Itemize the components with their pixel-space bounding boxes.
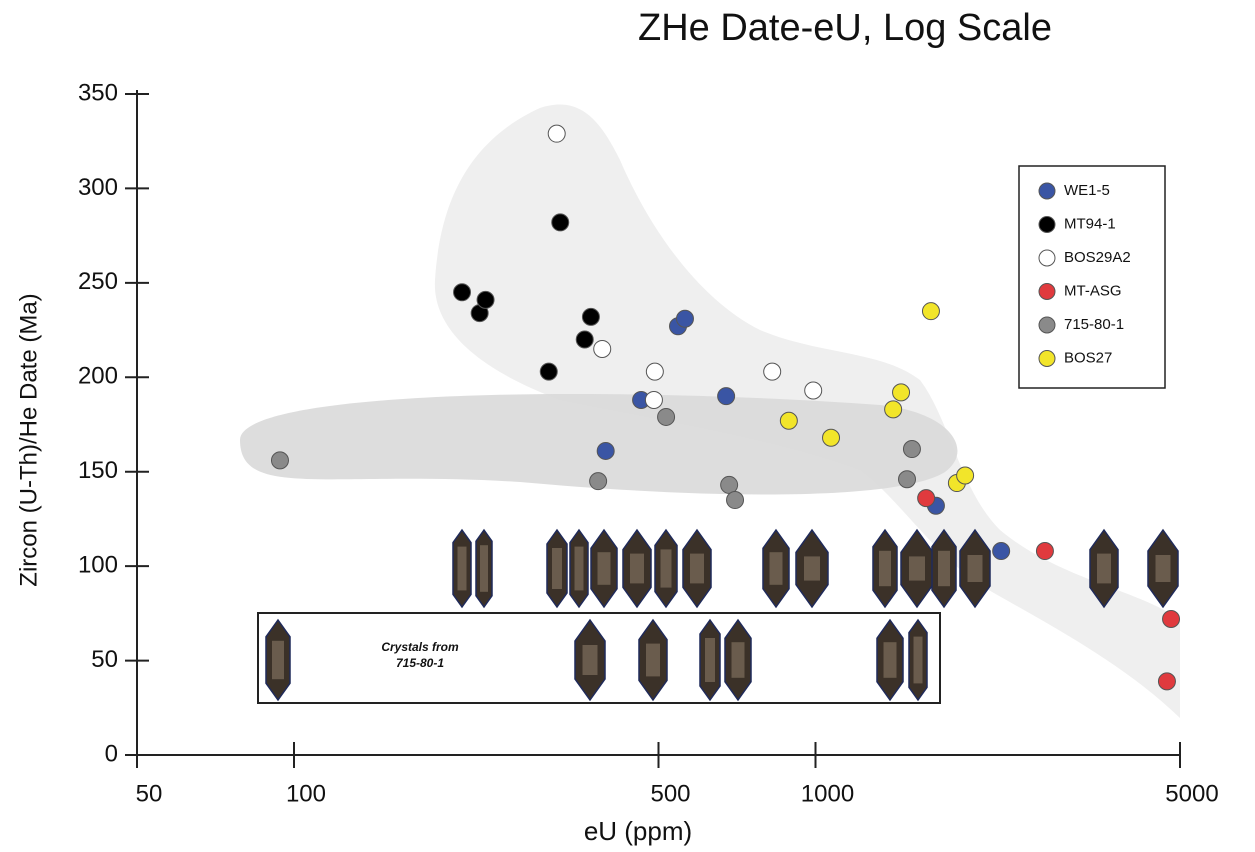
- data-point: [590, 473, 607, 490]
- data-point: [548, 125, 565, 142]
- data-point: [957, 467, 974, 484]
- y-tick-label: 50: [91, 646, 118, 673]
- annotation: 715-80-1: [396, 656, 444, 670]
- data-point: [1036, 543, 1053, 560]
- crystal-core: [661, 549, 672, 587]
- crystal-core: [732, 642, 745, 678]
- crystal-core: [552, 548, 562, 589]
- data-point: [597, 442, 614, 459]
- legend-label: 715-80-1: [1064, 316, 1124, 333]
- data-point: [893, 384, 910, 401]
- crystal-core: [1156, 555, 1171, 582]
- chart: ZHe Date-eU, Log Scale eU (ppm) Zircon (…: [0, 0, 1255, 852]
- legend-label: BOS27: [1064, 349, 1112, 366]
- legend-marker: [1039, 250, 1055, 266]
- y-tick-label: 200: [78, 363, 118, 390]
- data-point: [1163, 611, 1180, 628]
- data-point: [676, 310, 693, 327]
- crystal-core: [968, 555, 983, 582]
- crystal-core: [630, 554, 644, 584]
- data-point: [645, 391, 662, 408]
- x-tick-label: 1000: [801, 780, 854, 807]
- legend-marker: [1039, 317, 1055, 333]
- crystal-core: [598, 552, 611, 585]
- crystal-core: [690, 554, 704, 584]
- data-point: [903, 441, 920, 458]
- y-tick-label: 250: [78, 268, 118, 295]
- legend-label: MT94-1: [1064, 215, 1116, 232]
- x-tick-label: 500: [650, 780, 690, 807]
- x-tick-label: 5000: [1165, 780, 1218, 807]
- data-point: [899, 471, 916, 488]
- crystal-core: [272, 641, 284, 679]
- crystal-core: [770, 552, 783, 585]
- data-point: [1158, 673, 1175, 690]
- data-point: [552, 214, 569, 231]
- legend-label: WE1-5: [1064, 182, 1110, 199]
- data-point: [823, 429, 840, 446]
- data-point: [805, 382, 822, 399]
- data-point: [646, 363, 663, 380]
- x-tick-label: 50: [136, 780, 163, 807]
- legend-label: BOS29A2: [1064, 249, 1131, 266]
- legend-marker: [1039, 183, 1055, 199]
- data-point: [922, 303, 939, 320]
- legend-marker: [1039, 351, 1055, 367]
- data-point: [780, 412, 797, 429]
- crystal-core: [909, 556, 925, 580]
- crystal-core: [646, 644, 660, 677]
- y-tick-label: 350: [78, 79, 118, 106]
- chart-title: ZHe Date-eU, Log Scale: [638, 7, 1052, 49]
- data-point: [454, 284, 471, 301]
- crystal-core: [575, 547, 584, 591]
- data-point: [477, 291, 494, 308]
- crystal-core: [480, 545, 488, 592]
- crystal-core: [583, 645, 598, 675]
- crystal-core: [1097, 554, 1111, 584]
- crystal-core: [914, 637, 923, 684]
- y-tick-label: 0: [105, 740, 118, 767]
- y-tick-label: 150: [78, 457, 118, 484]
- legend-marker: [1039, 217, 1055, 233]
- crystal-core: [884, 642, 897, 678]
- crystal-core: [879, 551, 891, 586]
- y-axis-label: Zircon (U-Th)/He Date (Ma): [15, 293, 42, 586]
- data-point: [885, 401, 902, 418]
- data-point: [576, 331, 593, 348]
- data-point: [721, 476, 738, 493]
- crystal-core: [804, 556, 820, 580]
- data-point: [658, 408, 675, 425]
- annotation: Crystals from: [381, 640, 459, 654]
- legend-label: MT-ASG: [1064, 282, 1122, 299]
- crystal-core: [938, 551, 950, 586]
- data-point: [993, 543, 1010, 560]
- y-tick-label: 100: [78, 551, 118, 578]
- data-point: [918, 490, 935, 507]
- x-tick-label: 100: [286, 780, 326, 807]
- crystal-core: [705, 638, 715, 682]
- data-point: [594, 340, 611, 357]
- data-point: [718, 388, 735, 405]
- x-axis-label: eU (ppm): [584, 816, 692, 846]
- data-point: [540, 363, 557, 380]
- y-tick-label: 300: [78, 174, 118, 201]
- data-point: [727, 492, 744, 509]
- data-point: [582, 308, 599, 325]
- data-point: [764, 363, 781, 380]
- crystal-core: [458, 547, 467, 591]
- legend-marker: [1039, 284, 1055, 300]
- data-point: [271, 452, 288, 469]
